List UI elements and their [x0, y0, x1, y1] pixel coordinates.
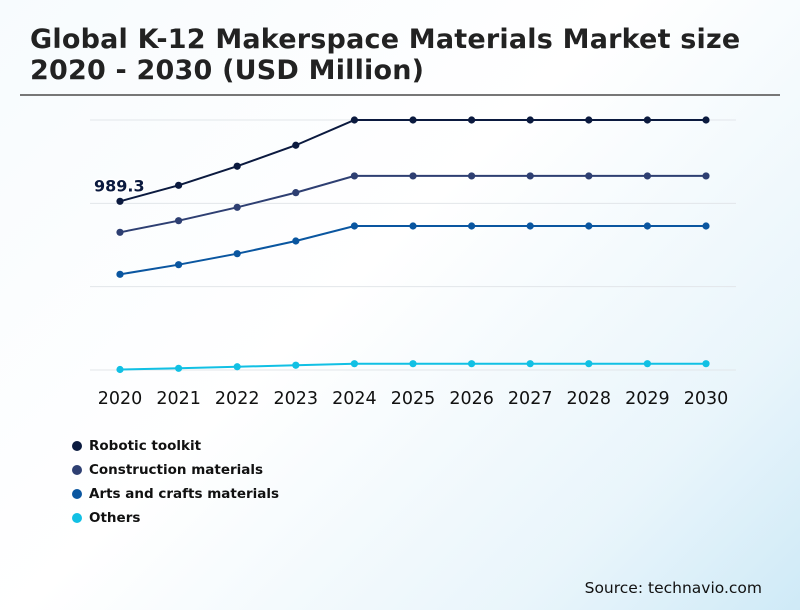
data-point [233, 363, 241, 371]
x-tick-label: 2021 [156, 389, 201, 409]
data-point [643, 360, 652, 368]
legend-label: Arts and crafts materials [89, 486, 280, 502]
data-point [643, 222, 652, 230]
data-label: 989.3 [94, 176, 145, 195]
data-point [643, 116, 652, 124]
data-point [585, 172, 593, 180]
legend-marker-icon [72, 465, 82, 475]
data-point [350, 222, 358, 230]
data-point [175, 181, 183, 189]
data-point [233, 250, 241, 258]
legend-label: Others [89, 510, 141, 526]
data-point [292, 141, 300, 149]
data-point [526, 116, 534, 124]
data-point [702, 172, 710, 180]
legend-item: Arts and crafts materials [72, 482, 279, 506]
data-point [116, 228, 124, 236]
data-point [526, 172, 534, 180]
data-point [350, 116, 358, 124]
data-point [292, 361, 300, 369]
legend-label: Construction materials [89, 462, 264, 478]
data-point [116, 365, 124, 374]
data-point [585, 116, 593, 124]
data-point [702, 222, 710, 230]
data-point [175, 217, 183, 225]
x-tick-label: 2025 [391, 389, 436, 409]
data-point [585, 360, 593, 368]
x-tick-label: 2029 [625, 389, 670, 409]
data-point [643, 172, 652, 180]
data-point [175, 261, 183, 269]
x-tick-label: 2024 [332, 389, 377, 409]
data-point [409, 116, 417, 124]
legend-label: Robotic toolkit [89, 438, 202, 454]
data-point [526, 222, 534, 230]
data-point [350, 172, 358, 180]
data-point [585, 222, 593, 230]
legend-marker-icon [72, 441, 82, 451]
legend-marker-icon [72, 489, 82, 499]
legend: Robotic toolkit Construction materials Art… [72, 434, 279, 530]
x-tick-label: 2020 [98, 389, 143, 409]
data-point [409, 222, 417, 230]
data-point [233, 203, 241, 211]
legend-item: Others [72, 506, 279, 530]
source-credit: Source: technavio.com [584, 579, 762, 597]
data-point [292, 189, 300, 197]
data-point [468, 222, 476, 230]
x-tick-label: 2022 [215, 389, 260, 409]
x-tick-label: 2026 [449, 389, 494, 409]
x-tick-label: 2023 [274, 389, 319, 409]
data-point [350, 360, 358, 368]
legend-marker-icon [72, 513, 82, 523]
data-point [116, 197, 124, 205]
data-point [292, 237, 300, 245]
data-point [409, 172, 417, 180]
data-point [702, 360, 710, 368]
x-tick-label: 2027 [508, 389, 553, 409]
data-point [116, 270, 124, 278]
chart-title: Global K-12 Makerspace Materials Market … [30, 24, 741, 86]
data-point [468, 360, 476, 368]
data-point [468, 116, 476, 124]
line-chart: 2020 2021 2022 2023 2024 2025 2026 2027 2028 2029… [90, 116, 736, 409]
data-point [233, 162, 241, 170]
data-point [468, 172, 476, 180]
series-line-2 [119, 224, 706, 276]
legend-item: Robotic toolkit [72, 434, 279, 458]
data-point [702, 116, 710, 124]
series-line-0 [119, 119, 706, 203]
legend-item: Construction materials [72, 458, 279, 482]
data-point [175, 364, 183, 372]
x-tick-label: 2028 [567, 389, 612, 409]
x-tick-label: 2030 [684, 389, 729, 409]
data-point [409, 360, 417, 368]
data-point [526, 360, 534, 368]
title-divider [20, 94, 780, 96]
